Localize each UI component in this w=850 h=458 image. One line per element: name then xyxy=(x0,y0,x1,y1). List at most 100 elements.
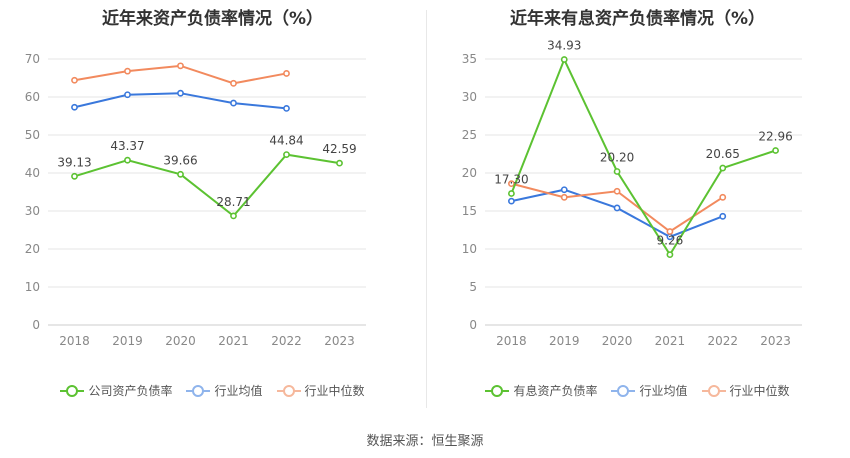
y-tick-label: 40 xyxy=(25,166,40,180)
y-tick-label: 20 xyxy=(462,166,477,180)
series-line xyxy=(511,188,724,238)
data-point xyxy=(177,170,184,178)
left-chart-legend: 公司资产负债率 行业均值 行业中位数 xyxy=(0,382,425,399)
data-point xyxy=(230,212,237,220)
data-point xyxy=(124,67,131,75)
data-label: 39.13 xyxy=(57,155,91,169)
data-label: 20.20 xyxy=(600,150,634,164)
data-point xyxy=(772,147,779,154)
legend-line-marker-icon xyxy=(186,384,211,397)
legend-label: 有息资产负债率 xyxy=(513,384,598,398)
data-label: 34.93 xyxy=(547,39,581,53)
x-tick-label: 2020 xyxy=(165,334,196,348)
data-point xyxy=(177,89,184,97)
y-tick-label: 25 xyxy=(462,128,477,142)
y-tick-label: 60 xyxy=(25,90,40,104)
data-point xyxy=(613,168,621,175)
legend-line-marker-icon xyxy=(611,384,636,397)
legend-label: 行业中位数 xyxy=(729,384,790,398)
x-tick-label: 2021 xyxy=(218,334,249,348)
x-tick-label: 2022 xyxy=(271,334,302,348)
y-tick-label: 30 xyxy=(25,204,40,218)
data-point xyxy=(71,103,78,111)
data-point xyxy=(508,197,515,205)
data-label: 44.84 xyxy=(269,134,303,148)
chart-title: 近年来有息资产负债率情况（%） xyxy=(509,9,766,29)
right-chart-legend: 有息资产负债率 行业均值 行业中位数 xyxy=(425,382,850,399)
data-point xyxy=(613,187,621,195)
series-line xyxy=(74,153,340,218)
data-point xyxy=(719,212,727,220)
data-label: 39.66 xyxy=(163,153,197,167)
data-point xyxy=(508,180,515,188)
data-point xyxy=(613,204,621,212)
x-tick-label: 2020 xyxy=(602,334,633,348)
data-point xyxy=(71,172,78,180)
right-chart-plot: 0 5 10 15 20 25 30 35 2018 2019 2020 2021 2022 2023 17… xyxy=(462,39,802,348)
legend-line-marker-icon xyxy=(485,384,510,397)
chart-title: 近年来资产负债率情况（%） xyxy=(101,9,324,29)
x-tick-label: 2021 xyxy=(655,334,686,348)
data-point xyxy=(177,62,184,70)
x-tick-label: 2022 xyxy=(707,334,738,348)
legend-item-industry-median[interactable]: 行业中位数 xyxy=(701,382,790,399)
panel-divider xyxy=(426,10,427,408)
data-point xyxy=(283,151,290,159)
y-tick-label: 35 xyxy=(462,52,477,66)
data-source: 数据来源：恒生聚源 xyxy=(366,434,484,449)
data-point xyxy=(71,76,78,84)
legend-item-company[interactable]: 公司资产负债率 xyxy=(60,382,172,399)
left-chart-plot: 0 10 20 30 40 50 60 70 2018 2019 2020 2021 2022 2023 3… xyxy=(25,52,366,348)
data-point xyxy=(230,79,237,87)
legend-label: 行业均值 xyxy=(639,384,688,398)
x-tick-label: 2023 xyxy=(324,334,355,348)
legend-item-industry-mean[interactable]: 行业均值 xyxy=(611,382,688,399)
data-point xyxy=(560,56,568,63)
left-chart-panel: 近年来资产负债率情况（%） 0 10 20 30 40 50 60 70 2018 2019 202… xyxy=(0,0,425,410)
y-tick-label: 10 xyxy=(462,242,477,256)
legend-label: 行业中位数 xyxy=(304,384,365,398)
legend-line-marker-icon xyxy=(701,384,726,397)
y-tick-label: 0 xyxy=(469,318,477,332)
data-point xyxy=(560,193,568,201)
y-tick-label: 10 xyxy=(25,280,40,294)
series-line xyxy=(510,57,776,257)
y-tick-label: 0 xyxy=(32,318,40,332)
data-point xyxy=(719,164,727,172)
data-point xyxy=(560,186,568,194)
data-point xyxy=(230,99,237,107)
data-point xyxy=(336,159,343,167)
data-label: 9.26 xyxy=(657,234,684,248)
y-tick-label: 15 xyxy=(462,204,477,218)
y-tick-label: 30 xyxy=(462,90,477,104)
data-label: 17.30 xyxy=(494,173,528,187)
y-tick-label: 5 xyxy=(469,280,477,294)
legend-item-industry-median[interactable]: 行业中位数 xyxy=(276,382,365,399)
y-tick-label: 20 xyxy=(25,242,40,256)
data-point xyxy=(666,228,674,235)
y-tick-label: 70 xyxy=(25,52,40,66)
data-point xyxy=(283,70,290,77)
legend-label: 公司资产负债率 xyxy=(88,384,173,398)
data-label: 22.96 xyxy=(758,130,792,144)
data-label: 20.65 xyxy=(706,147,740,161)
x-tick-label: 2019 xyxy=(549,334,580,348)
data-label: 28.71 xyxy=(216,195,250,209)
data-label: 42.59 xyxy=(322,142,356,156)
legend-line-marker-icon xyxy=(276,384,301,397)
legend-item-industry-mean[interactable]: 行业均值 xyxy=(186,382,263,399)
data-point xyxy=(719,193,727,201)
data-point xyxy=(283,105,290,112)
data-point xyxy=(124,156,131,164)
x-tick-label: 2023 xyxy=(760,334,791,348)
legend-item-interest-bearing[interactable]: 有息资产负债率 xyxy=(485,382,597,399)
y-tick-label: 50 xyxy=(25,128,40,142)
x-tick-label: 2019 xyxy=(112,334,143,348)
legend-line-marker-icon xyxy=(60,384,85,397)
data-point xyxy=(508,190,515,197)
data-label: 43.37 xyxy=(110,139,144,153)
x-tick-label: 2018 xyxy=(59,334,90,348)
data-point xyxy=(666,251,674,259)
legend-label: 行业均值 xyxy=(214,384,263,398)
data-point xyxy=(124,91,131,99)
